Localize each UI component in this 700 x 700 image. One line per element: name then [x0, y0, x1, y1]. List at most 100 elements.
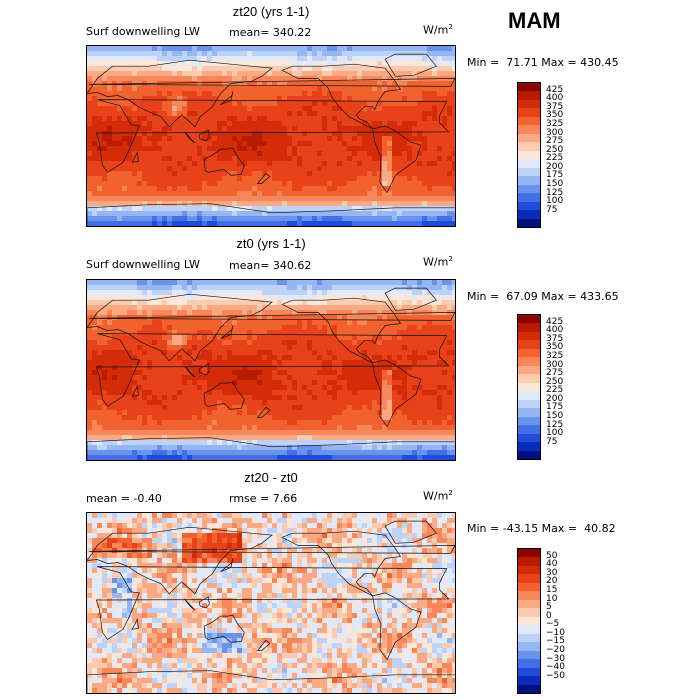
colorbar-swatch: [518, 425, 540, 434]
panel-2-map: [86, 279, 456, 461]
colorbar-swatch: [518, 176, 540, 185]
colorbar-swatch: [518, 382, 540, 392]
colorbar-swatch: [518, 201, 540, 211]
colorbar-tick-label: 350: [546, 110, 564, 121]
colorbar-swatch: [518, 125, 540, 134]
panel-3-mean: mean = -0.40: [86, 492, 162, 505]
panel-1-minmax: Min = 71.71 Max = 430.45: [467, 56, 619, 69]
panel-1-map: [86, 45, 456, 227]
colorbar-swatch: [518, 591, 540, 600]
colorbar-swatch: [518, 408, 540, 417]
colorbar-tick-label: 75: [546, 204, 558, 215]
colorbar-swatch: [518, 365, 540, 375]
panel-2-title: zt0 (yrs 1-1): [236, 236, 306, 251]
colorbar-tick-label: −5: [546, 619, 560, 630]
panel-2-variable: Surf downwelling LW: [86, 258, 200, 271]
colorbar-tick-label: 175: [546, 170, 564, 181]
colorbar-swatch: [518, 557, 540, 566]
colorbar-tick-label: 250: [546, 376, 564, 387]
colorbar-tick-label: 100: [546, 196, 564, 207]
panel-1-mean: mean= 340.22: [229, 26, 312, 39]
panel-3-map-field: [87, 513, 455, 693]
colorbar-swatch: [518, 608, 540, 617]
colorbar-tick-label: 20: [546, 576, 558, 587]
colorbar-swatch: [518, 650, 540, 660]
panel-3-colorbar: [517, 548, 541, 694]
colorbar-swatch: [518, 684, 540, 693]
colorbar-swatch: [518, 150, 540, 160]
panel-3-title: zt20 - zt0: [244, 470, 298, 485]
colorbar-tick-label: −15: [546, 636, 565, 647]
colorbar-swatch: [518, 616, 540, 626]
colorbar-swatch: [518, 340, 540, 349]
colorbar-swatch: [518, 108, 540, 117]
colorbar-tick-label: 0: [546, 610, 552, 621]
colorbar-swatch: [518, 633, 540, 643]
colorbar-tick-label: 15: [546, 584, 558, 595]
panel-2-minmax: Min = 67.09 Max = 433.65: [467, 290, 619, 303]
panel-1-title: zt20 (yrs 1-1): [232, 4, 310, 19]
colorbar-swatch: [518, 357, 540, 366]
colorbar-swatch: [518, 315, 540, 324]
colorbar-swatch: [518, 574, 540, 583]
colorbar-swatch: [518, 167, 540, 177]
colorbar-tick-label: 30: [546, 567, 558, 578]
colorbar-swatch: [518, 116, 540, 126]
colorbar-swatch: [518, 642, 540, 651]
colorbar-swatch: [518, 142, 540, 151]
colorbar-swatch: [518, 667, 540, 677]
colorbar-tick-label: 150: [546, 411, 564, 422]
panel-3-map: [86, 512, 456, 694]
panel-1-map-field: [87, 46, 455, 226]
colorbar-swatch: [518, 323, 540, 332]
colorbar-tick-label: 40: [546, 559, 558, 570]
colorbar-tick-label: 125: [546, 187, 564, 198]
colorbar-tick-label: 5: [546, 602, 552, 613]
panel-2-map-field: [87, 280, 455, 460]
panel-2-colorbar: [517, 314, 541, 460]
colorbar-swatch: [518, 91, 540, 100]
colorbar-tick-label: −30: [546, 653, 565, 664]
panel-1-units: W/m2: [423, 23, 453, 37]
colorbar-swatch: [518, 416, 540, 426]
colorbar-tick-label: 175: [546, 402, 564, 413]
colorbar-tick-label: 275: [546, 136, 564, 147]
colorbar-swatch: [518, 193, 540, 202]
season-label: MAM: [508, 8, 561, 33]
colorbar-swatch: [518, 331, 540, 341]
colorbar-tick-label: 300: [546, 127, 564, 138]
colorbar-tick-label: 375: [546, 101, 564, 112]
colorbar-tick-label: 10: [546, 593, 558, 604]
colorbar-tick-label: −20: [546, 645, 565, 656]
colorbar-swatch: [518, 399, 540, 409]
panel-3-rmse: rmse = 7.66: [229, 492, 298, 505]
colorbar-swatch: [518, 184, 540, 194]
colorbar-swatch: [518, 374, 540, 383]
panel-2-mean: mean= 340.62: [229, 259, 312, 272]
colorbar-swatch: [518, 549, 540, 558]
colorbar-tick-label: 200: [546, 393, 564, 404]
colorbar-tick-label: 225: [546, 385, 564, 396]
colorbar-tick-label: 150: [546, 179, 564, 190]
colorbar-tick-label: 275: [546, 368, 564, 379]
colorbar-tick-label: −50: [546, 670, 565, 681]
colorbar-tick-label: 250: [546, 144, 564, 155]
colorbar-swatch: [518, 450, 540, 459]
colorbar-tick-label: −40: [546, 662, 565, 673]
colorbar-tick-label: 200: [546, 161, 564, 172]
colorbar-swatch: [518, 99, 540, 109]
colorbar-tick-label: 425: [546, 84, 564, 95]
panel-1-colorbar: [517, 82, 541, 228]
panel-3-minmax: Min = -43.15 Max = 40.82: [467, 522, 616, 535]
colorbar-tick-label: 400: [546, 325, 564, 336]
colorbar-swatch: [518, 659, 540, 668]
colorbar-swatch: [518, 391, 540, 400]
colorbar-tick-label: 425: [546, 316, 564, 327]
colorbar-tick-label: −10: [546, 627, 565, 638]
colorbar-swatch: [518, 159, 540, 168]
colorbar-tick-label: 50: [546, 550, 558, 561]
colorbar-swatch: [518, 582, 540, 592]
colorbar-swatch: [518, 348, 540, 358]
panel-1-variable: Surf downwelling LW: [86, 25, 200, 38]
panel-2-units: W/m2: [423, 255, 453, 269]
